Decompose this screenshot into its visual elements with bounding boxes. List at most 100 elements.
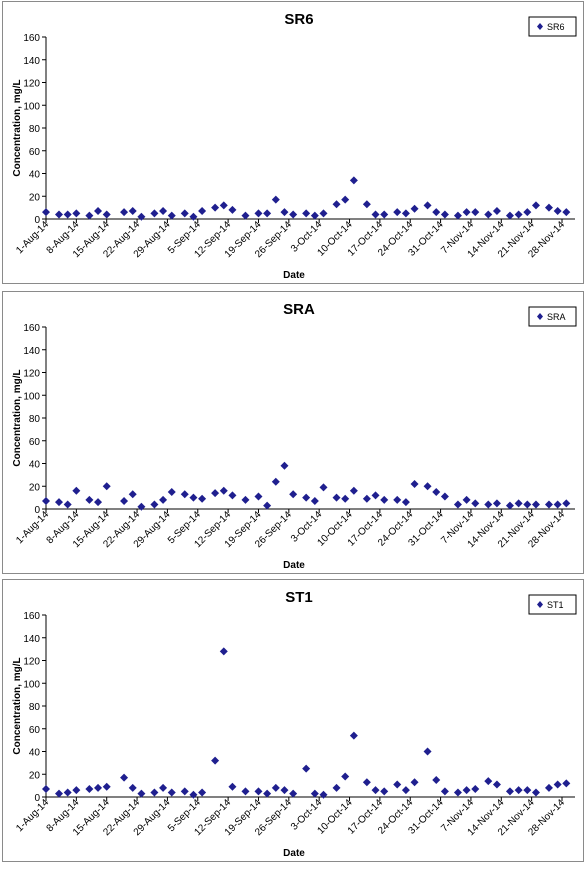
data-point [198, 494, 207, 503]
data-point [471, 208, 480, 217]
data-point [544, 203, 553, 212]
data-point [85, 495, 94, 504]
legend-marker [537, 601, 543, 608]
data-point [42, 785, 50, 794]
data-point [492, 499, 501, 508]
y-tick-label: 160 [23, 323, 40, 334]
data-point [393, 208, 402, 217]
data-point [462, 208, 471, 217]
y-tick-label: 80 [29, 124, 41, 135]
data-point [241, 495, 250, 504]
data-point [484, 500, 493, 509]
data-point [271, 477, 280, 486]
data-point [189, 212, 198, 221]
data-point [492, 780, 501, 789]
y-tick-label: 40 [29, 460, 41, 471]
data-point [271, 783, 280, 792]
legend-marker [537, 23, 543, 30]
data-point [228, 782, 237, 791]
data-point [401, 209, 410, 218]
data-point [211, 203, 220, 212]
chart-svg: SRA0204060801001201401601-Aug-148-Aug-14… [12, 301, 577, 571]
data-point [198, 207, 207, 216]
data-point [423, 482, 432, 491]
data-point [42, 208, 50, 217]
data-point [150, 788, 159, 797]
y-axis-title: Concentration, mg/L [12, 657, 23, 754]
data-point [120, 773, 129, 782]
data-point [453, 788, 462, 797]
data-point [523, 500, 532, 509]
data-point [211, 489, 220, 498]
data-point [63, 788, 72, 797]
legend: SRA [528, 306, 577, 327]
data-point [94, 783, 103, 792]
data-point [514, 786, 523, 795]
legend-label: SRA [547, 312, 566, 322]
data-point [514, 210, 523, 219]
data-point [544, 500, 553, 509]
y-tick-label: 40 [29, 748, 41, 759]
data-point [432, 208, 441, 217]
data-point [319, 790, 328, 799]
data-point [120, 497, 129, 506]
y-tick-label: 100 [23, 391, 40, 402]
data-point [371, 491, 380, 500]
data-point [553, 780, 562, 789]
data-point [128, 207, 137, 216]
data-point [453, 500, 462, 509]
chart-svg: SR60204060801001201401601-Aug-148-Aug-14… [12, 11, 577, 281]
data-point [63, 210, 72, 219]
data-point [85, 785, 94, 794]
data-point [102, 482, 111, 491]
y-tick-label: 160 [23, 33, 40, 44]
data-point [263, 789, 272, 798]
data-point [423, 747, 432, 756]
data-point [137, 502, 146, 511]
legend-box [528, 594, 577, 615]
x-axis-title: Date [283, 270, 305, 281]
data-point [219, 486, 228, 495]
data-point [280, 461, 289, 470]
data-point [55, 498, 64, 507]
data-point [72, 209, 81, 218]
data-point [241, 211, 250, 220]
y-tick-label: 60 [29, 147, 41, 158]
data-point [401, 786, 410, 795]
data-point [523, 208, 532, 217]
data-point [362, 200, 371, 209]
data-point [254, 209, 263, 218]
y-tick-label: 80 [29, 702, 41, 713]
data-point [423, 201, 432, 210]
y-tick-label: 120 [23, 657, 40, 668]
data-point [137, 789, 146, 798]
y-tick-label: 100 [23, 101, 40, 112]
y-tick-label: 120 [23, 369, 40, 380]
legend-label: ST1 [547, 600, 564, 610]
data-point [159, 495, 168, 504]
data-point [471, 499, 480, 508]
data-point [362, 494, 371, 503]
y-axis-title: Concentration, mg/L [12, 79, 23, 176]
chart-panel-sr6: SR6 0 20 40 60 80 100 120 140 160 1-Aug-14 8-Aug-14… [2, 1, 584, 284]
data-point [128, 490, 137, 499]
data-point [128, 783, 137, 792]
data-point [393, 495, 402, 504]
data-point [85, 211, 94, 220]
y-tick-label: 120 [23, 79, 40, 90]
data-point [505, 211, 514, 220]
legend: SR6 [528, 16, 577, 37]
legend-marker [537, 313, 543, 320]
data-point [159, 207, 168, 216]
y-tick-label: 160 [23, 611, 40, 622]
data-point [302, 493, 311, 502]
data-point [55, 789, 64, 798]
data-point [401, 498, 410, 507]
data-point [254, 492, 263, 501]
data-point [167, 487, 176, 496]
y-tick-label: 20 [29, 770, 41, 781]
y-tick-label: 0 [34, 793, 40, 804]
y-tick-label: 140 [23, 346, 40, 357]
data-point [150, 500, 159, 509]
data-point [280, 786, 289, 795]
